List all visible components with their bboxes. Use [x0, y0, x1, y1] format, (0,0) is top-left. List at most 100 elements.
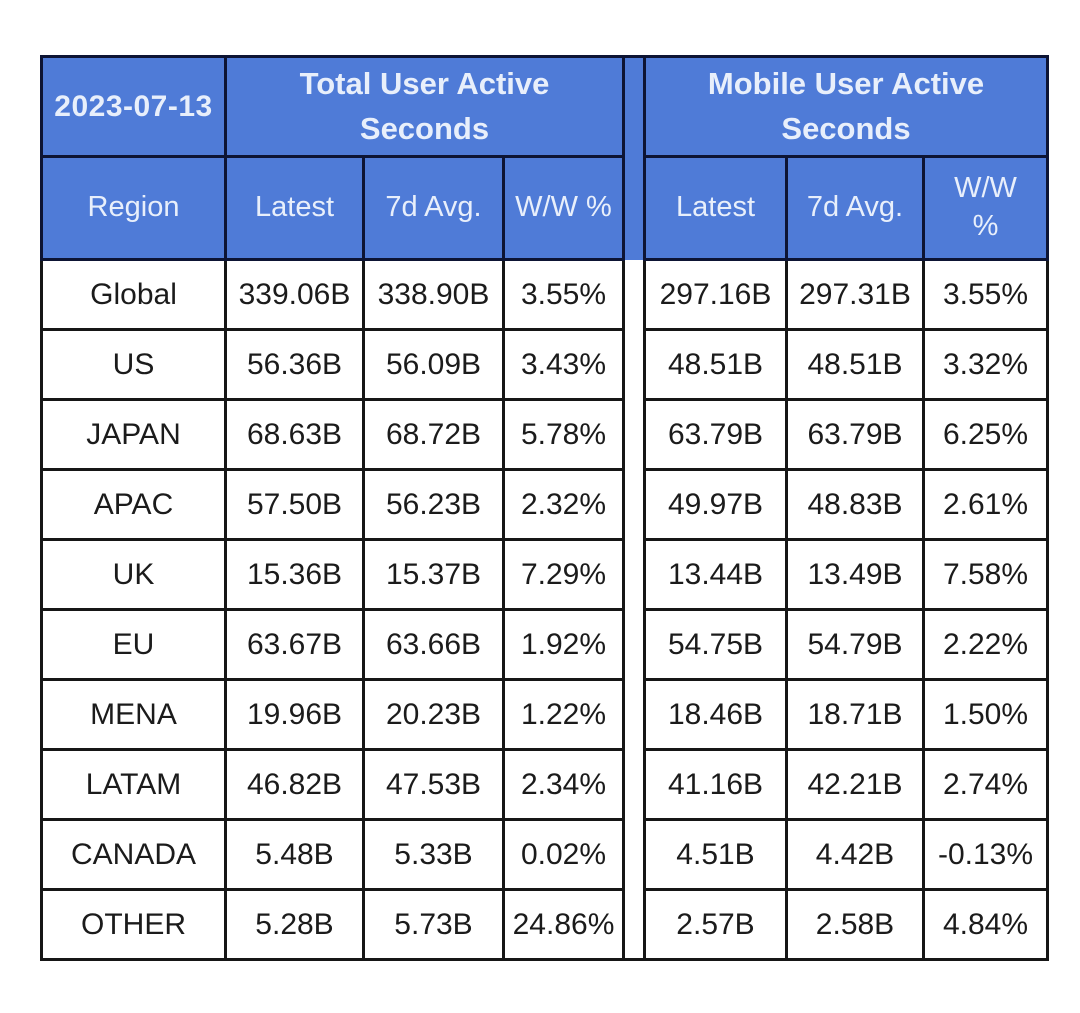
column-header-mobile-7davg: 7d Avg. — [785, 155, 925, 261]
value-cell: 2.34% — [502, 748, 625, 821]
group-gap-spacer — [622, 469, 646, 540]
value-cell: 3.55% — [502, 258, 625, 331]
value-cell: 20.23B — [362, 678, 505, 751]
table-row: MENA 19.96B 20.23B 1.22% 18.46B 18.71B 1… — [40, 678, 1049, 751]
value-cell: 54.75B — [643, 608, 788, 681]
region-cell: US — [40, 328, 227, 401]
region-cell: CANADA — [40, 818, 227, 891]
region-cell: OTHER — [40, 888, 227, 961]
value-cell: 63.66B — [362, 608, 505, 681]
value-cell: 48.51B — [643, 328, 788, 401]
value-cell: 1.50% — [922, 678, 1049, 751]
value-cell: 4.51B — [643, 818, 788, 891]
value-cell: 56.09B — [362, 328, 505, 401]
value-cell: 46.82B — [224, 748, 365, 821]
table-row: JAPAN 68.63B 68.72B 5.78% 63.79B 63.79B … — [40, 398, 1049, 471]
value-cell: 15.37B — [362, 538, 505, 611]
group-gap-spacer — [622, 259, 646, 330]
group-gap-spacer — [622, 679, 646, 750]
region-cell: Global — [40, 258, 227, 331]
value-cell: 54.79B — [785, 608, 925, 681]
region-cell: JAPAN — [40, 398, 227, 471]
value-cell: 18.46B — [643, 678, 788, 751]
group-header-mobile: Mobile User Active Seconds — [643, 55, 1049, 158]
value-cell: 5.48B — [224, 818, 365, 891]
value-cell: 68.72B — [362, 398, 505, 471]
value-cell: 48.83B — [785, 468, 925, 541]
group-gap-spacer — [622, 819, 646, 890]
active-seconds-table: 2023-07-13 Total User Active Seconds Mob… — [40, 55, 1049, 961]
group-gap-spacer — [622, 609, 646, 680]
value-cell: 19.96B — [224, 678, 365, 751]
group-gap-spacer — [622, 329, 646, 400]
region-cell: UK — [40, 538, 227, 611]
group-header-total: Total User Active Seconds — [224, 55, 625, 158]
value-cell: 57.50B — [224, 468, 365, 541]
value-cell: 49.97B — [643, 468, 788, 541]
value-cell: 63.67B — [224, 608, 365, 681]
table-row: CANADA 5.48B 5.33B 0.02% 4.51B 4.42B -0.… — [40, 818, 1049, 891]
header-row-columns: Region Latest 7d Avg. W/W % Latest 7d Av… — [40, 155, 1049, 261]
value-cell: 13.49B — [785, 538, 925, 611]
region-cell: MENA — [40, 678, 227, 751]
value-cell: 4.42B — [785, 818, 925, 891]
value-cell: 297.31B — [785, 258, 925, 331]
group-gap-spacer — [622, 749, 646, 820]
value-cell: 2.58B — [785, 888, 925, 961]
date-cell: 2023-07-13 — [40, 55, 227, 158]
table-row: US 56.36B 56.09B 3.43% 48.51B 48.51B 3.3… — [40, 328, 1049, 401]
column-header-mobile-ww: W/W % — [922, 155, 1049, 261]
value-cell: 3.55% — [922, 258, 1049, 331]
value-cell: 2.74% — [922, 748, 1049, 821]
table-row: LATAM 46.82B 47.53B 2.34% 41.16B 42.21B … — [40, 748, 1049, 821]
value-cell: 0.02% — [502, 818, 625, 891]
value-cell: 339.06B — [224, 258, 365, 331]
value-cell: 1.22% — [502, 678, 625, 751]
value-cell: 2.57B — [643, 888, 788, 961]
value-cell: 18.71B — [785, 678, 925, 751]
value-cell: 48.51B — [785, 328, 925, 401]
value-cell: 41.16B — [643, 748, 788, 821]
value-cell: 5.73B — [362, 888, 505, 961]
value-cell: 42.21B — [785, 748, 925, 821]
table-row: EU 63.67B 63.66B 1.92% 54.75B 54.79B 2.2… — [40, 608, 1049, 681]
value-cell: 2.22% — [922, 608, 1049, 681]
table-row: Global 339.06B 338.90B 3.55% 297.16B 297… — [40, 258, 1049, 331]
table-row: UK 15.36B 15.37B 7.29% 13.44B 13.49B 7.5… — [40, 538, 1049, 611]
value-cell: 7.29% — [502, 538, 625, 611]
header-row-groups: 2023-07-13 Total User Active Seconds Mob… — [40, 55, 1049, 158]
value-cell: 15.36B — [224, 538, 365, 611]
group-gap-spacer — [622, 156, 646, 260]
value-cell: 56.23B — [362, 468, 505, 541]
value-cell: 2.32% — [502, 468, 625, 541]
value-cell: 7.58% — [922, 538, 1049, 611]
value-cell: 68.63B — [224, 398, 365, 471]
value-cell: 3.32% — [922, 328, 1049, 401]
value-cell: 5.78% — [502, 398, 625, 471]
value-cell: 3.43% — [502, 328, 625, 401]
column-header-region: Region — [40, 155, 227, 261]
value-cell: 63.79B — [643, 398, 788, 471]
value-cell: -0.13% — [922, 818, 1049, 891]
column-header-total-latest: Latest — [224, 155, 365, 261]
value-cell: 2.61% — [922, 468, 1049, 541]
value-cell: 56.36B — [224, 328, 365, 401]
group-gap-spacer — [622, 399, 646, 470]
value-cell: 338.90B — [362, 258, 505, 331]
value-cell: 13.44B — [643, 538, 788, 611]
value-cell: 1.92% — [502, 608, 625, 681]
table-row: OTHER 5.28B 5.73B 24.86% 2.57B 2.58B 4.8… — [40, 888, 1049, 961]
value-cell: 297.16B — [643, 258, 788, 331]
region-cell: EU — [40, 608, 227, 681]
value-cell: 63.79B — [785, 398, 925, 471]
group-gap-spacer — [622, 889, 646, 961]
value-cell: 47.53B — [362, 748, 505, 821]
region-cell: LATAM — [40, 748, 227, 821]
value-cell: 4.84% — [922, 888, 1049, 961]
value-cell: 24.86% — [502, 888, 625, 961]
group-gap-spacer — [622, 55, 646, 157]
column-header-total-ww: W/W % — [502, 155, 625, 261]
column-header-mobile-latest: Latest — [643, 155, 788, 261]
value-cell: 5.33B — [362, 818, 505, 891]
